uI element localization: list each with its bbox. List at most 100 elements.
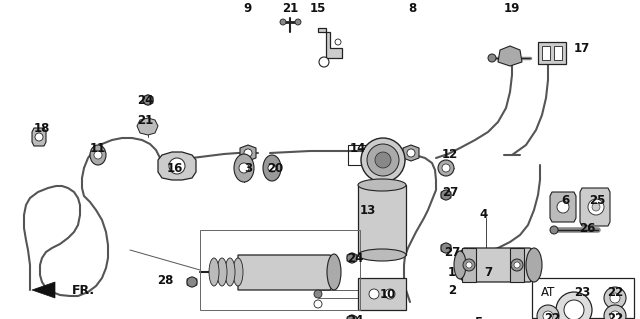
Circle shape [441,243,451,253]
Circle shape [361,138,405,182]
Text: 1: 1 [448,265,456,278]
Circle shape [610,293,620,303]
Text: 21: 21 [282,2,298,14]
Circle shape [143,95,153,105]
Ellipse shape [234,154,254,182]
Polygon shape [318,28,342,58]
Text: 18: 18 [34,122,50,135]
Polygon shape [187,277,197,287]
Text: 11: 11 [90,142,106,154]
Text: 25: 25 [589,194,605,206]
Bar [358,278,406,310]
Polygon shape [32,128,46,146]
Ellipse shape [358,249,406,261]
Circle shape [169,158,185,174]
Circle shape [441,190,451,200]
Circle shape [592,203,600,211]
Polygon shape [441,190,451,200]
Text: 21: 21 [137,114,153,127]
Circle shape [407,149,415,157]
Text: 14: 14 [350,142,366,154]
Text: 26: 26 [579,221,595,234]
Text: 17: 17 [574,41,590,55]
Text: 24: 24 [137,93,153,107]
Text: 10: 10 [380,288,396,301]
Ellipse shape [358,179,406,191]
Circle shape [375,152,391,168]
Text: 27: 27 [442,186,458,198]
Ellipse shape [217,258,227,286]
Polygon shape [240,145,256,161]
Text: 22: 22 [607,286,623,299]
Bar [538,42,566,64]
Text: 23: 23 [574,286,590,299]
Circle shape [244,149,252,157]
Polygon shape [550,192,576,222]
Text: 12: 12 [442,149,458,161]
Circle shape [438,160,454,176]
Text: 24: 24 [347,314,363,319]
Polygon shape [403,145,419,161]
Circle shape [511,259,523,271]
Polygon shape [143,95,153,105]
Polygon shape [347,315,357,319]
Circle shape [466,262,472,268]
Text: 22: 22 [607,311,623,319]
Polygon shape [158,152,196,180]
Circle shape [610,311,620,319]
Polygon shape [347,253,357,263]
Text: 28: 28 [157,273,173,286]
Bar [358,185,406,255]
Text: 4: 4 [480,209,488,221]
Circle shape [295,19,301,25]
Circle shape [543,311,553,319]
Bar [510,248,524,282]
Polygon shape [238,255,334,290]
Text: 22: 22 [544,311,560,319]
Text: 7: 7 [484,265,492,278]
Polygon shape [32,282,55,298]
Circle shape [604,305,626,319]
Bar [554,46,562,60]
Ellipse shape [263,155,281,181]
Text: 2: 2 [448,284,456,296]
Circle shape [347,315,357,319]
Circle shape [537,305,559,319]
Circle shape [314,290,322,298]
Text: 9: 9 [244,2,252,14]
Bar [462,248,476,282]
Circle shape [442,164,450,172]
Polygon shape [441,243,451,253]
Text: 24: 24 [347,251,363,264]
Ellipse shape [454,251,466,279]
Circle shape [588,199,604,215]
Circle shape [564,300,584,319]
Text: 20: 20 [267,161,283,174]
Circle shape [94,151,102,159]
Text: 5: 5 [474,315,482,319]
Text: 3: 3 [244,161,252,174]
Circle shape [604,287,626,309]
Circle shape [385,289,395,299]
Circle shape [556,292,592,319]
Ellipse shape [209,258,219,286]
Ellipse shape [233,258,243,286]
Circle shape [280,19,286,25]
Circle shape [550,226,558,234]
Text: 27: 27 [444,246,460,258]
Text: 8: 8 [408,2,416,14]
Circle shape [369,289,379,299]
Bar [348,145,376,165]
Circle shape [35,133,43,141]
Circle shape [335,39,341,45]
Text: 19: 19 [504,2,520,14]
Text: FR.: FR. [72,285,95,298]
Circle shape [514,262,520,268]
Text: 6: 6 [561,194,569,206]
Circle shape [488,54,496,62]
Text: 13: 13 [360,204,376,217]
Circle shape [268,164,276,172]
Bar [542,46,550,60]
Circle shape [367,144,399,176]
Circle shape [187,277,197,287]
